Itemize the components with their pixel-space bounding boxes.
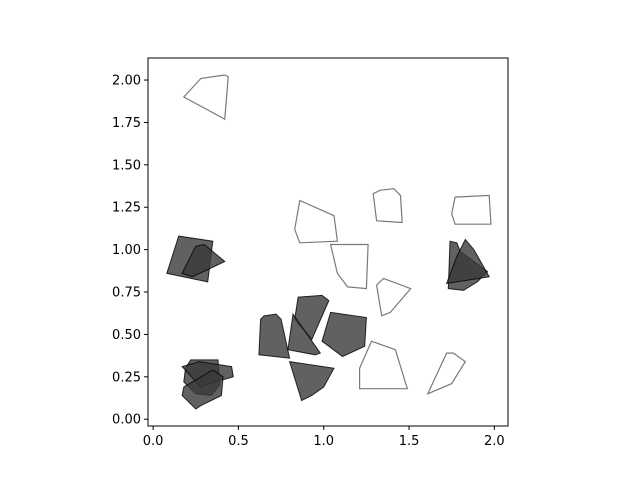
filled-polygon bbox=[181, 243, 226, 278]
y-tick-label: 0.75 bbox=[112, 286, 141, 301]
x-tick-label: 0.0 bbox=[143, 434, 164, 449]
y-tick-label: 0.25 bbox=[112, 370, 141, 385]
y-tick-label: 1.00 bbox=[112, 243, 141, 258]
y-tick-label: 2.00 bbox=[112, 74, 141, 89]
outline-polygon bbox=[372, 187, 403, 224]
outline-polygon bbox=[182, 74, 229, 121]
y-tick-label: 1.50 bbox=[112, 158, 141, 173]
outline-polygon bbox=[451, 194, 492, 225]
y-tick-label: 1.75 bbox=[112, 116, 141, 131]
outline-polygon bbox=[294, 199, 339, 244]
y-tick-label: 0.50 bbox=[112, 328, 141, 343]
x-tick-label: 0.5 bbox=[228, 434, 249, 449]
outline-polygon bbox=[375, 277, 412, 317]
outline-polygon bbox=[359, 340, 409, 390]
y-tick-label: 1.25 bbox=[112, 201, 141, 216]
y-axis-ticks: 0.00 0.25 0.50 0.75 1.00 1.25 1.50 1.75 2.00 bbox=[112, 74, 148, 428]
filled-polygon bbox=[321, 311, 367, 358]
filled-polygon bbox=[288, 360, 335, 402]
filled-polygon bbox=[181, 369, 224, 410]
x-tick-label: 1.0 bbox=[313, 434, 334, 449]
x-tick-label: 2.0 bbox=[484, 434, 505, 449]
filled-polygon bbox=[258, 313, 291, 359]
outline-polygon bbox=[426, 352, 467, 395]
outline-polygon bbox=[329, 243, 369, 290]
filled-polygon bbox=[445, 238, 490, 285]
y-tick-label: 0.00 bbox=[112, 413, 141, 428]
outline-polygon-series bbox=[182, 74, 492, 395]
plot-area-frame bbox=[147, 57, 509, 427]
x-tick-label: 1.5 bbox=[399, 434, 420, 449]
filled-polygon-series bbox=[166, 235, 490, 410]
x-axis-ticks: 0.0 0.5 1.0 1.5 2.0 bbox=[143, 426, 505, 449]
axes: 0.0 0.5 1.0 1.5 2.0 0.00 0.25 0.50 0.75 1.00 1.25… bbox=[112, 57, 509, 449]
filled-polygon bbox=[287, 312, 322, 356]
